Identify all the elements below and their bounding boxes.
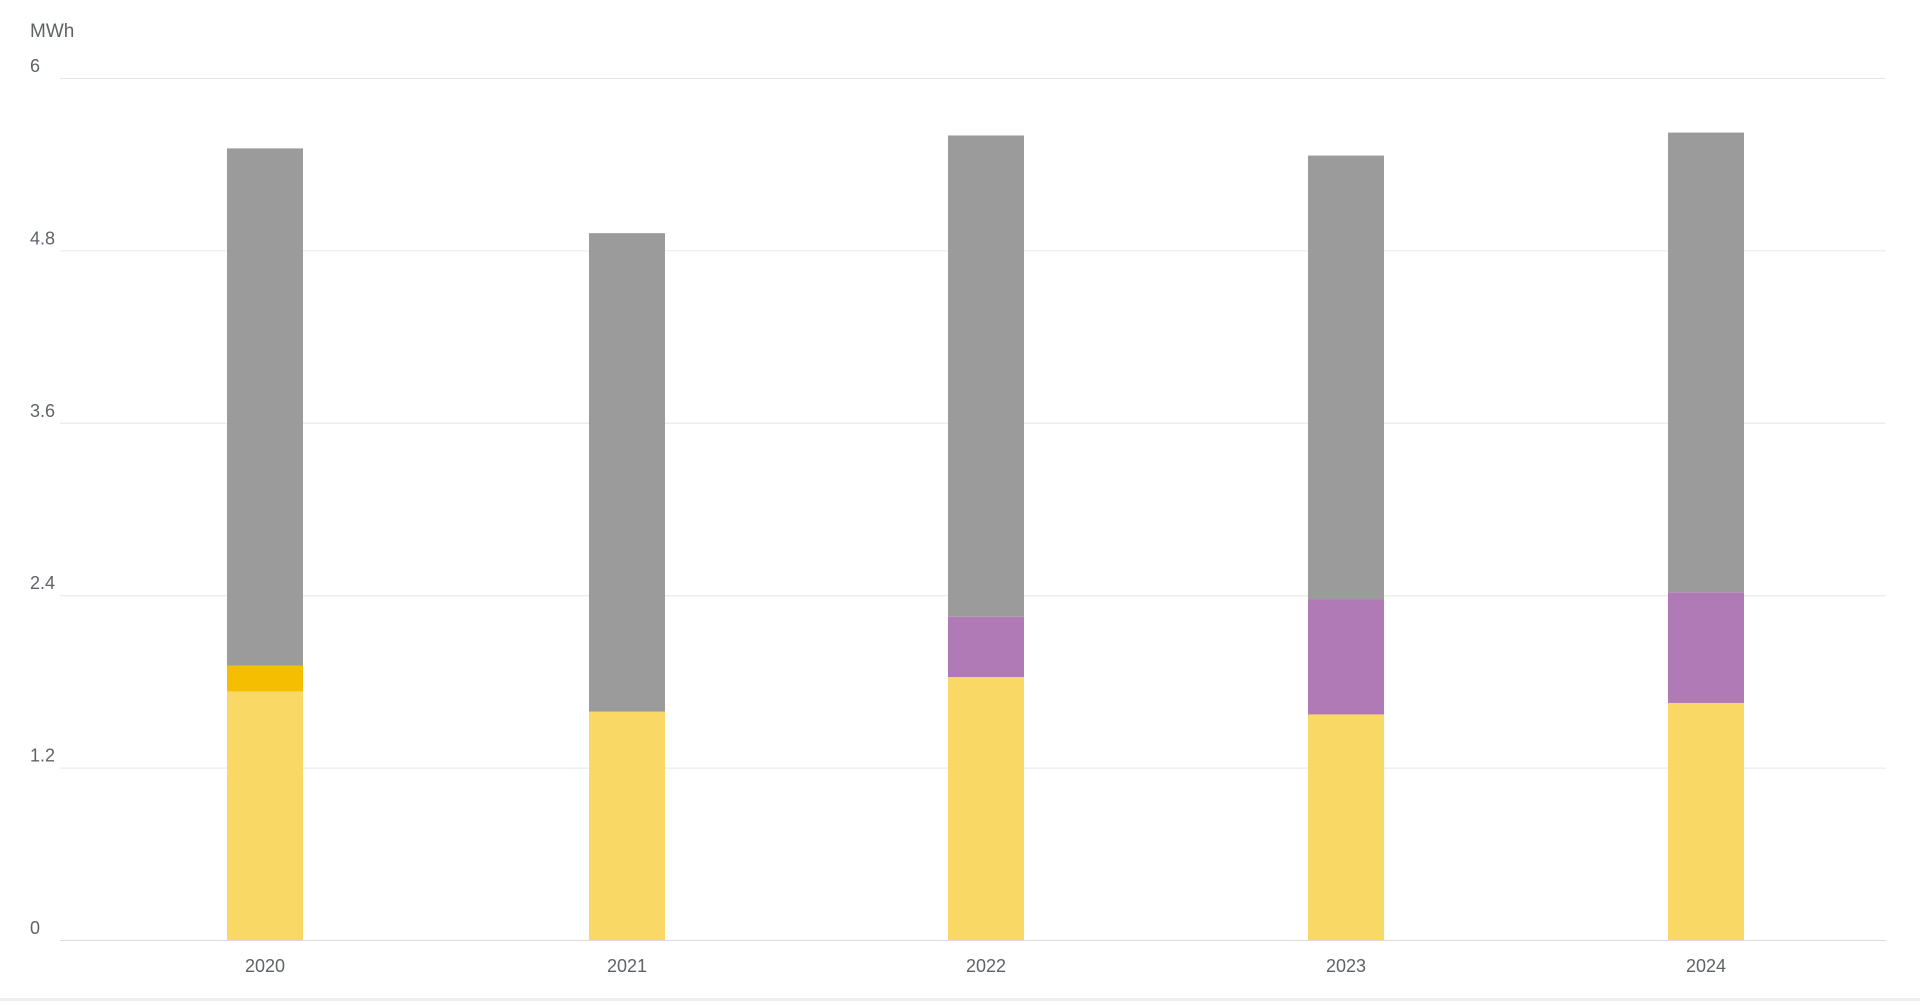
x-axis-ticks: 2020 2021 2022 2023 2024 bbox=[245, 956, 1726, 976]
bar-segment-2024-series-4[interactable] bbox=[1668, 132, 1744, 593]
bar-segment-2023-series-3[interactable] bbox=[1308, 599, 1384, 715]
bar-segment-2024-series-1[interactable] bbox=[1668, 702, 1744, 940]
x-tick-label: 2024 bbox=[1686, 956, 1726, 976]
bars bbox=[227, 132, 1744, 940]
bar-segment-2020-series-1[interactable] bbox=[227, 691, 303, 940]
bar-segment-2022-series-4[interactable] bbox=[948, 135, 1024, 617]
bar-segment-2022-series-3[interactable] bbox=[948, 616, 1024, 678]
x-tick-label: 2022 bbox=[966, 956, 1006, 976]
y-tick-label: 6 bbox=[30, 56, 40, 76]
bar-segment-2021-series-1[interactable] bbox=[589, 711, 665, 940]
y-unit-label: MWh bbox=[30, 21, 74, 42]
x-tick-label: 2020 bbox=[245, 956, 285, 976]
y-tick-label: 0 bbox=[30, 918, 40, 938]
y-axis-ticks: 0 1.2 2.4 3.6 4.8 6 bbox=[30, 56, 55, 938]
x-tick-label: 2023 bbox=[1326, 956, 1366, 976]
y-tick-label: 4.8 bbox=[30, 228, 55, 248]
x-tick-label: 2021 bbox=[607, 956, 647, 976]
bottom-divider bbox=[0, 998, 1920, 1001]
bar-segment-2024-series-3[interactable] bbox=[1668, 592, 1744, 703]
bar-segment-2020-series-2[interactable] bbox=[227, 665, 303, 692]
bar-segment-2022-series-1[interactable] bbox=[948, 677, 1024, 940]
y-tick-label: 3.6 bbox=[30, 401, 55, 421]
bar-segment-2023-series-1[interactable] bbox=[1308, 714, 1384, 940]
y-tick-label: 2.4 bbox=[30, 573, 55, 593]
bar-segment-2023-series-4[interactable] bbox=[1308, 155, 1384, 600]
bar-segment-2020-series-4[interactable] bbox=[227, 148, 303, 666]
y-tick-label: 1.2 bbox=[30, 746, 55, 766]
bar-segment-2021-series-4[interactable] bbox=[589, 233, 665, 712]
